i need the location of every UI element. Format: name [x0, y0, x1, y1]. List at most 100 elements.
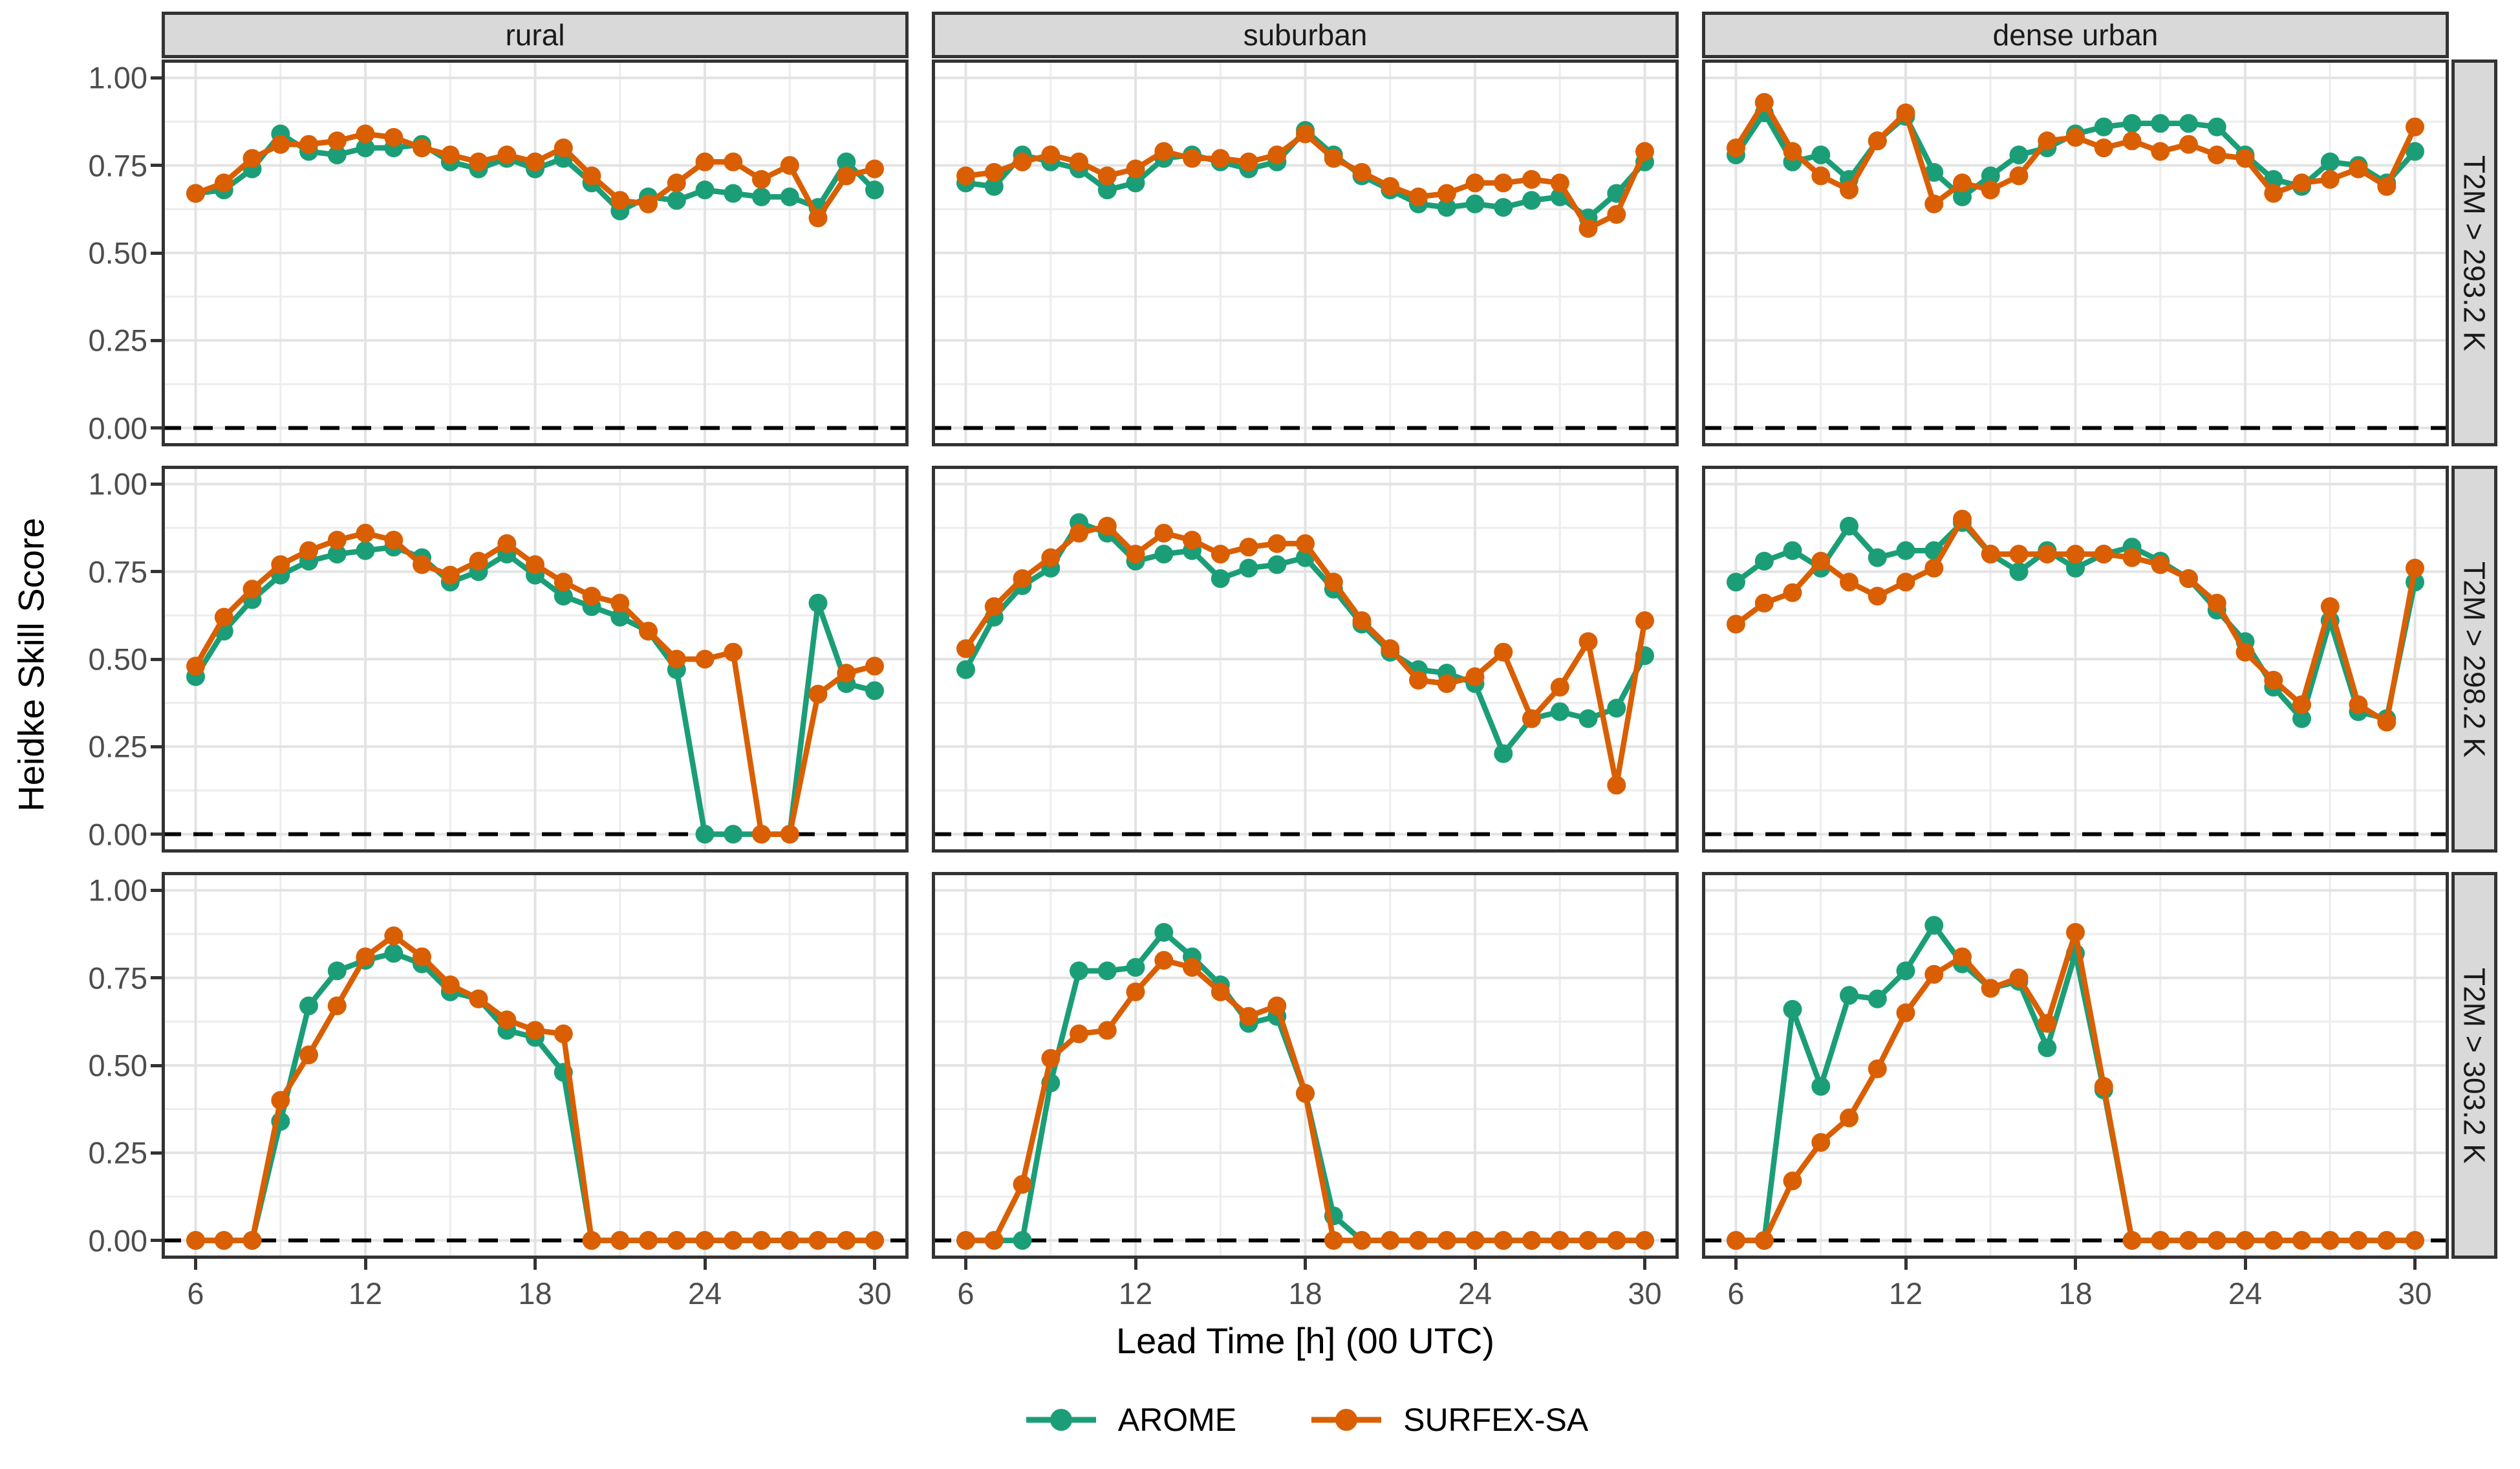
data-point [2406, 142, 2424, 161]
data-point [1868, 131, 1887, 151]
data-point [413, 138, 431, 158]
data-point [526, 555, 544, 574]
data-point [2207, 117, 2226, 136]
data-point [1097, 961, 1117, 981]
data-point [214, 173, 233, 193]
data-point [2151, 1231, 2170, 1250]
data-point [327, 146, 347, 164]
data-point [327, 530, 347, 550]
data-point [1352, 163, 1372, 182]
x-tick-mark [194, 1259, 197, 1270]
data-point [1239, 152, 1258, 171]
panel-dense-urban-row1 [1702, 60, 2449, 446]
data-point [1840, 516, 1858, 536]
data-point [1211, 982, 1230, 1001]
data-point [1211, 545, 1230, 564]
data-point [299, 996, 318, 1016]
data-point [384, 926, 404, 946]
y-tick-mark [151, 570, 162, 574]
data-point [1896, 1003, 1915, 1023]
data-point [2264, 184, 2283, 203]
data-point [1381, 639, 1400, 658]
x-tick-label: 12 [348, 1276, 383, 1311]
data-point [1811, 1077, 1831, 1096]
y-tick-mark [151, 976, 162, 980]
data-point [1953, 947, 1972, 966]
data-point [1868, 548, 1887, 567]
data-point [1953, 173, 1972, 193]
data-point [1578, 1231, 1598, 1250]
data-point [1183, 530, 1201, 550]
data-point [1924, 916, 1944, 935]
data-point [2179, 569, 2198, 588]
data-point [984, 597, 1004, 616]
x-tick-mark [363, 1259, 367, 1270]
data-point [1754, 92, 1774, 112]
data-point [752, 187, 771, 206]
data-point [214, 607, 233, 627]
data-point [2264, 671, 2283, 690]
data-point [413, 947, 431, 966]
data-point [1868, 1059, 1887, 1078]
data-point [1041, 548, 1061, 567]
x-tick-label: 30 [1628, 1276, 1662, 1311]
data-point [2292, 1231, 2311, 1250]
x-tick-label: 12 [1118, 1276, 1153, 1311]
data-point [695, 1231, 715, 1250]
data-point [1727, 572, 1745, 592]
data-point [469, 989, 488, 1008]
data-point [384, 530, 404, 550]
strip-col-label: suburban [1243, 18, 1368, 52]
y-tick-label: 1.00 [88, 60, 147, 95]
data-point [582, 166, 601, 186]
data-point [837, 166, 856, 186]
data-point [2122, 548, 2142, 567]
data-point [695, 152, 715, 171]
y-tick-label: 0.00 [88, 1223, 147, 1258]
data-point [1183, 958, 1201, 977]
data-point [1896, 541, 1915, 560]
data-point [1811, 552, 1831, 571]
data-point [2066, 545, 2085, 564]
data-point [1924, 163, 1944, 182]
data-point [1437, 198, 1456, 217]
data-point [667, 1231, 686, 1250]
data-point [299, 1045, 318, 1065]
data-point [956, 639, 975, 658]
data-point [1494, 198, 1513, 217]
data-point [1154, 922, 1174, 942]
data-point [1607, 1231, 1626, 1250]
data-point [327, 131, 347, 151]
data-point [1381, 1231, 1400, 1250]
panel-rural-row2 [162, 466, 909, 853]
data-point [639, 1231, 658, 1250]
data-point [1868, 587, 1887, 606]
data-point [299, 135, 318, 154]
panel-dense-urban-row2 [1702, 466, 2449, 853]
y-tick-mark [151, 164, 162, 168]
data-point [610, 191, 630, 210]
data-point [384, 944, 404, 963]
data-point [2179, 114, 2198, 133]
legend-key-line-dot-icon [1311, 1409, 1382, 1431]
panel-suburban-row2 [932, 466, 1679, 853]
x-tick-mark [1304, 1259, 1307, 1270]
data-point [837, 664, 856, 683]
data-point [1924, 964, 1944, 984]
data-point [440, 565, 460, 585]
data-point [1953, 510, 1972, 528]
data-point [2292, 695, 2311, 714]
data-point [440, 146, 460, 164]
data-point [2320, 152, 2340, 171]
x-tick-mark [964, 1259, 967, 1270]
data-point [1070, 152, 1088, 171]
data-point [2038, 131, 2057, 151]
data-point [1840, 1108, 1858, 1127]
data-point [2151, 555, 2170, 574]
data-point [299, 541, 318, 560]
data-point [639, 194, 658, 213]
panel-dense-urban-row3 [1702, 872, 2449, 1259]
data-point [2349, 159, 2368, 179]
data-point [2094, 138, 2113, 158]
y-tick-mark [151, 1151, 162, 1155]
